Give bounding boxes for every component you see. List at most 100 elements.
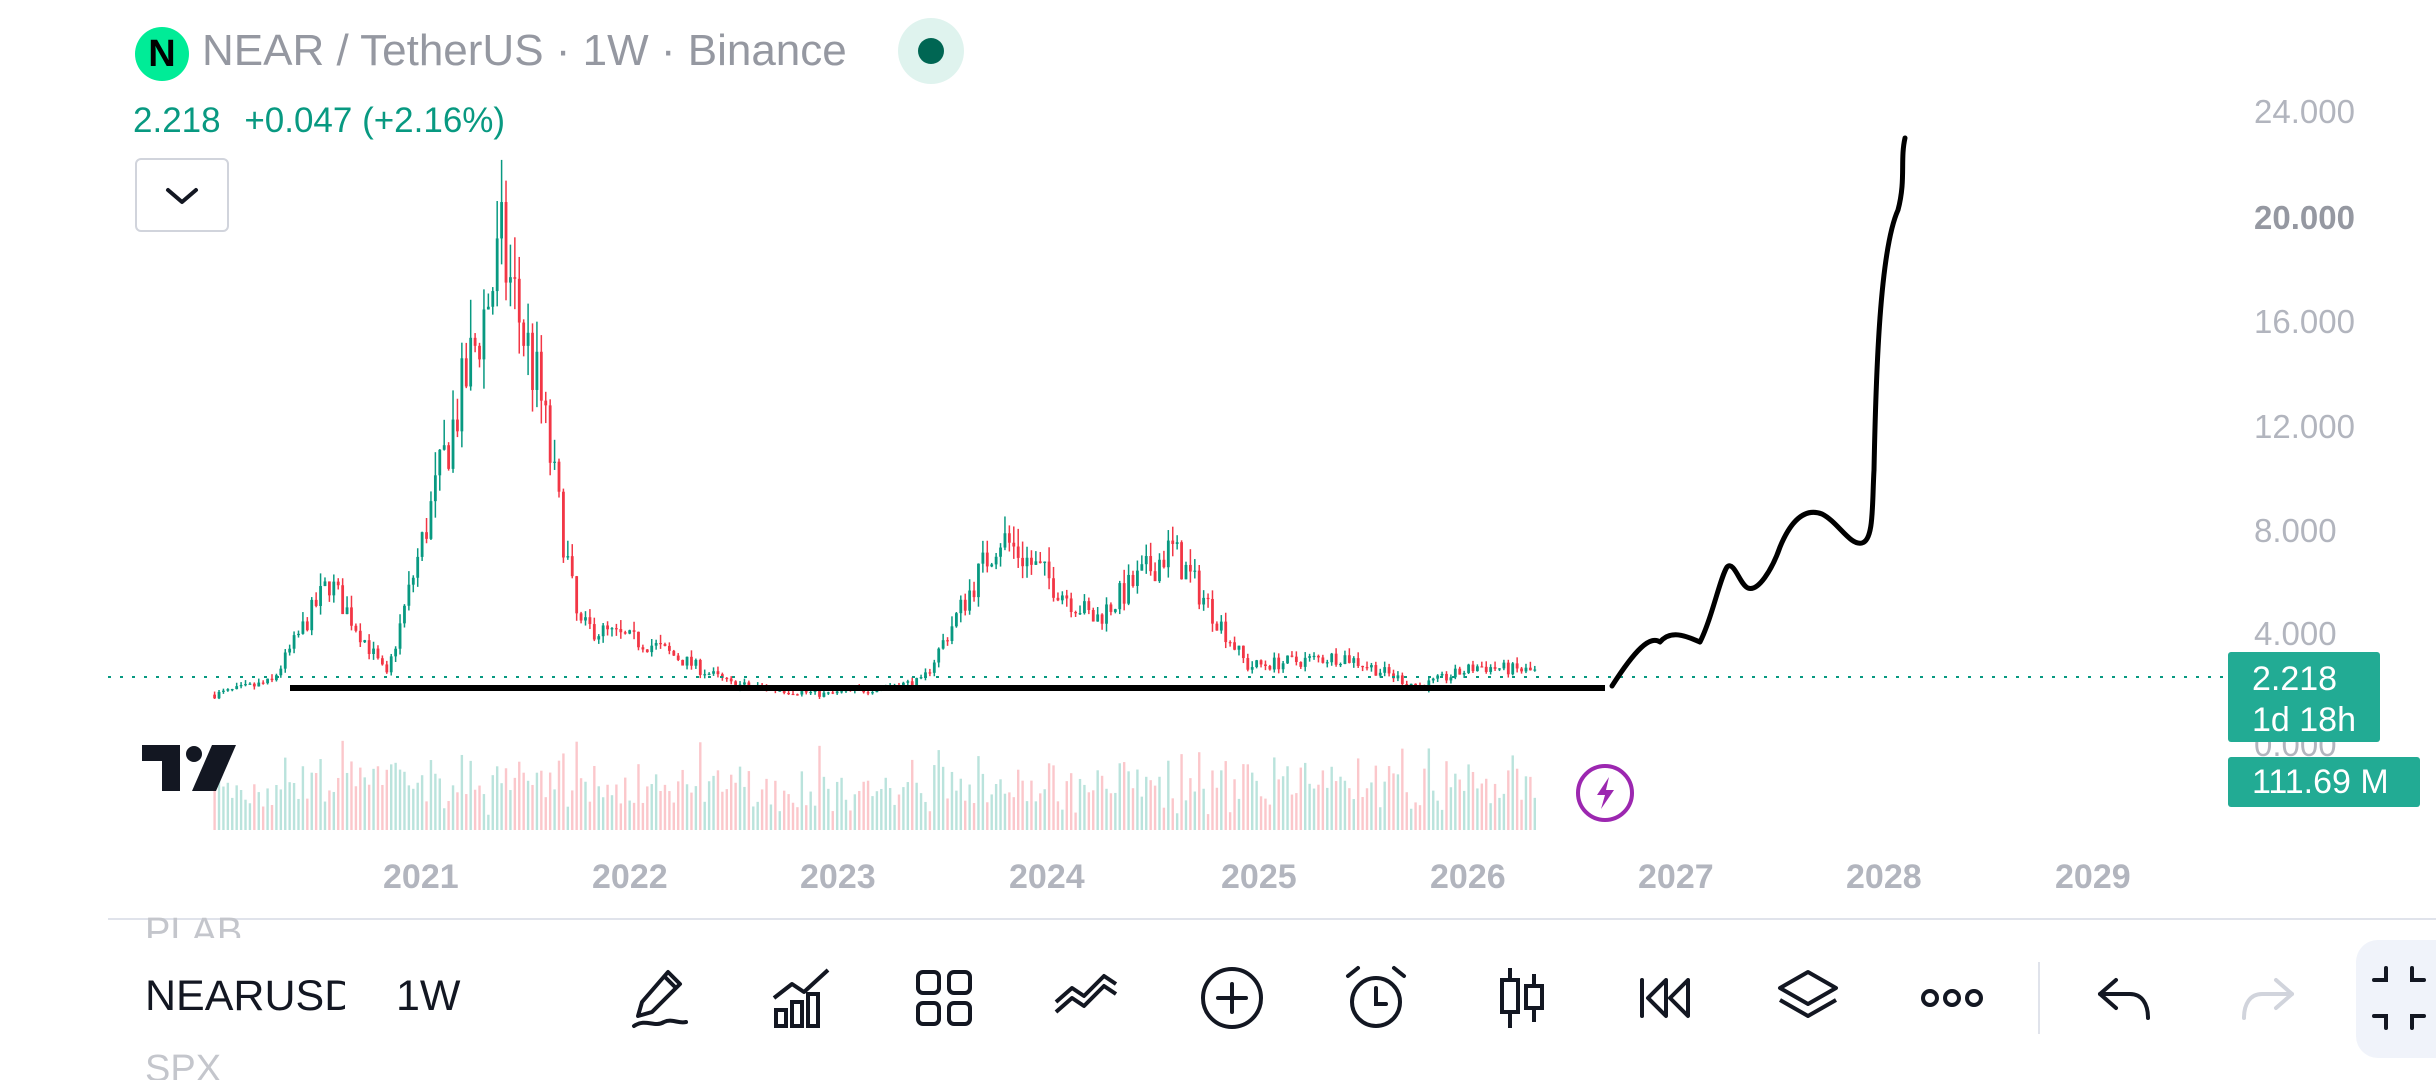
candle-body [985, 552, 989, 567]
candle-body [447, 445, 451, 469]
trend-lines-icon[interactable] [1050, 962, 1122, 1034]
volume-bar [531, 784, 534, 830]
volume-bar [628, 800, 631, 830]
volume-bar [1100, 775, 1104, 830]
candle-body [1118, 583, 1122, 610]
candle-body [1105, 604, 1108, 624]
candle-body [959, 599, 963, 614]
more-icon[interactable] [1916, 962, 1988, 1034]
candle-body [800, 691, 804, 695]
volume-bar [782, 790, 786, 830]
expand-legend-button[interactable] [135, 158, 229, 232]
grid-icon[interactable] [908, 962, 980, 1034]
events-lightning-button[interactable] [1576, 764, 1634, 822]
candle-body [266, 678, 269, 684]
market-status-indicator[interactable] [898, 18, 964, 84]
candles-icon[interactable] [1486, 962, 1558, 1034]
candle-body [478, 345, 481, 360]
volume-bar [297, 798, 300, 830]
volume-bar [694, 786, 698, 830]
plus-circle-icon[interactable] [1196, 962, 1268, 1034]
symbol-logo: N [135, 27, 189, 81]
volume-bar [915, 782, 918, 830]
candle-body [522, 322, 526, 346]
volume-bar [668, 791, 671, 830]
volume-bar [906, 782, 910, 830]
candle-body [495, 238, 499, 292]
volume-bar [1122, 762, 1126, 830]
symbol-title[interactable]: NEAR / TetherUS · 1W · Binance [202, 26, 847, 75]
redo-icon[interactable] [2234, 962, 2306, 1034]
candle-body [566, 556, 570, 558]
symbol-wheel-next[interactable]: SPX [145, 1048, 222, 1080]
volume-bar [1237, 798, 1241, 830]
candle-body [1211, 598, 1214, 624]
chevron-down-icon [166, 188, 198, 204]
volume-bar [946, 798, 949, 830]
candle-body [712, 671, 715, 674]
volume-bar [1021, 780, 1024, 830]
volume-bar [641, 802, 645, 830]
volume-bar [743, 786, 746, 830]
candle-body [906, 681, 910, 683]
candle-body [981, 552, 985, 564]
candle-body [579, 613, 583, 621]
candle-body [1034, 561, 1038, 565]
candle-body [517, 278, 521, 323]
candle-body [1427, 680, 1431, 690]
volume-bar [1224, 761, 1227, 830]
volume-bar [601, 797, 605, 830]
volume-bar [1352, 799, 1355, 830]
candle-body [1250, 667, 1254, 670]
price-change: +0.047 (+2.16%) [244, 101, 506, 140]
candle-body [1056, 597, 1060, 601]
fullscreen-exit-button[interactable] [2356, 940, 2436, 1058]
volume-bar [1114, 792, 1117, 830]
volume-bar [1061, 809, 1064, 830]
pencil-icon[interactable] [624, 962, 696, 1034]
volume-bar [849, 810, 852, 830]
volume-bar [1383, 781, 1386, 830]
volume-bar [791, 802, 795, 830]
candle-body [451, 419, 455, 469]
symbol-selector[interactable]: NEARUSDT [145, 972, 345, 1020]
volume-bar [1017, 769, 1020, 830]
candle-body [796, 694, 799, 696]
undo-icon[interactable] [2086, 962, 2158, 1034]
volume-bar [1462, 790, 1466, 830]
volume-bar [858, 790, 861, 830]
layers-icon[interactable] [1772, 962, 1844, 1034]
candle-body [1308, 656, 1312, 658]
volume-bar [1427, 748, 1431, 830]
candle-body [968, 590, 972, 611]
volume-bar [703, 801, 706, 830]
volume-bar [650, 784, 653, 830]
volume-bar [235, 785, 238, 830]
candle-body [460, 358, 464, 432]
candle-body [999, 547, 1002, 557]
alarm-icon[interactable] [1340, 962, 1412, 1034]
candle-body [791, 693, 795, 696]
candle-body [482, 309, 486, 360]
candle-body [509, 277, 512, 283]
volume-bar [540, 770, 543, 830]
volume-bar [615, 784, 618, 830]
candle-body [456, 419, 459, 432]
volume-bar [438, 778, 441, 830]
candle-body [1268, 665, 1272, 670]
volume-bar [752, 806, 755, 830]
interval-selector[interactable]: 1W [396, 972, 461, 1020]
candle-body [924, 672, 927, 678]
volume-bar [1268, 804, 1272, 830]
volume-bar [345, 772, 349, 830]
volume-bar [716, 770, 720, 830]
candle-body [1356, 658, 1360, 666]
rewind-icon[interactable] [1628, 962, 1700, 1034]
candle-body [871, 692, 874, 694]
candle-body [778, 690, 782, 692]
indicators-icon[interactable] [766, 962, 838, 1034]
symbol-wheel-prev[interactable]: PLAB [145, 911, 243, 938]
candle-body [601, 625, 605, 637]
volume-bar [1529, 776, 1532, 830]
